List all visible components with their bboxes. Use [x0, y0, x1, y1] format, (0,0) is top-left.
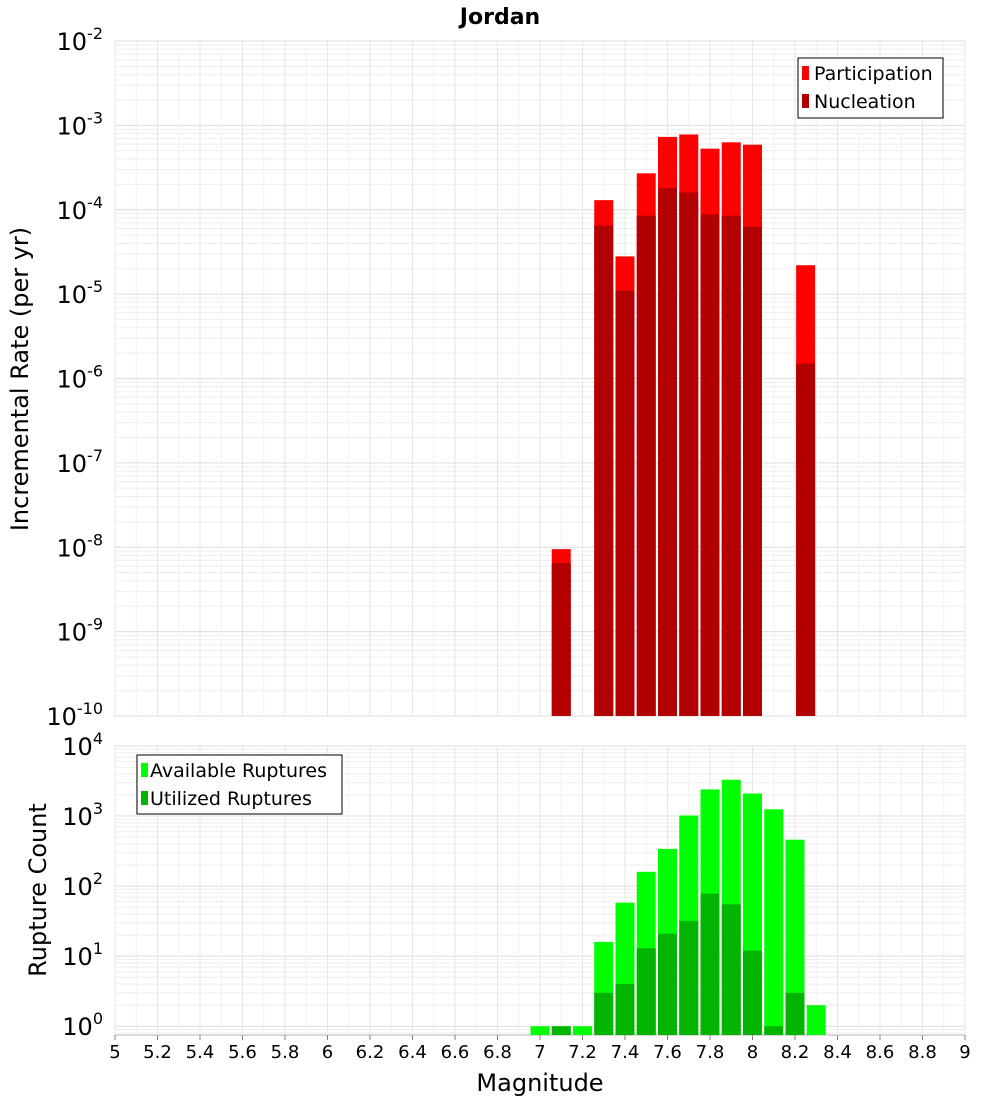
x-tick-label: 6	[322, 1042, 333, 1063]
top-bar-nucleation	[615, 290, 635, 716]
x-tick-label: 7.6	[653, 1042, 682, 1063]
bottom-y-ticks: 100 101 102 103 104	[62, 729, 103, 1041]
x-tick-label: 8.8	[908, 1042, 937, 1063]
x-tick-label: 8.6	[866, 1042, 895, 1063]
top-y-ticks: 10-10 10-9 10-8 10-7 10-6 10-5 10-4 10-3 10-2	[46, 24, 103, 731]
top-bar-nucleation	[700, 214, 720, 717]
top-bar-nucleation	[594, 225, 614, 716]
bottom-bar-available-ruptures	[530, 1026, 550, 1035]
available-legend-swatch	[141, 763, 148, 777]
bottom-y-axis-label: Rupture Count	[24, 803, 52, 977]
top-legend-box	[797, 57, 944, 119]
x-tick-label: 5.4	[186, 1042, 215, 1063]
bottom-bar-utilized-ruptures	[764, 1026, 784, 1035]
bottom-bar-utilized-ruptures	[658, 933, 677, 1035]
top-legend: Participation Nucleation	[797, 57, 944, 119]
x-tick-label: 5.2	[143, 1042, 172, 1063]
x-tick-label: 6.2	[356, 1042, 385, 1063]
bottom-y-tick-label: 103	[62, 799, 103, 831]
nucleation-legend-swatch	[802, 94, 809, 108]
bottom-bar-available-ruptures	[764, 809, 784, 1035]
bottom-legend: Available Ruptures Utilized Ruptures	[136, 754, 343, 815]
bottom-bar-available-ruptures	[806, 1005, 826, 1035]
bottom-y-tick-label: 104	[62, 729, 103, 761]
top-y-tick-label: 10-5	[57, 277, 104, 309]
bottom-y-tick-label: 102	[62, 869, 103, 901]
bottom-bar-utilized-ruptures	[721, 904, 741, 1035]
chart-title: Jordan	[458, 5, 540, 30]
x-tick-label: 5	[109, 1042, 120, 1063]
top-grid	[114, 40, 966, 717]
participation-legend-label: Participation	[814, 63, 933, 85]
x-tick-label: 7	[534, 1042, 545, 1063]
top-bar-nucleation	[551, 563, 571, 716]
top-bar-nucleation	[636, 215, 656, 717]
top-y-tick-label: 10-8	[57, 530, 104, 562]
top-bar-nucleation	[658, 188, 677, 717]
bottom-y-tick-label: 101	[62, 939, 103, 971]
x-tick-label: 5.6	[228, 1042, 257, 1063]
x-tick-label: 8	[747, 1042, 758, 1063]
x-tick-label: 8.2	[781, 1042, 810, 1063]
top-y-tick-label: 10-6	[57, 362, 104, 394]
bottom-bar-utilized-ruptures	[679, 920, 699, 1035]
bottom-bar-utilized-ruptures	[615, 984, 635, 1035]
x-tick-label: 7.2	[568, 1042, 597, 1063]
available-legend-label: Available Ruptures	[150, 760, 327, 782]
bottom-bar-utilized-ruptures	[785, 992, 805, 1035]
nucleation-legend-label: Nucleation	[814, 91, 916, 113]
top-y-tick-label: 10-3	[57, 108, 104, 140]
top-bar-nucleation	[743, 226, 762, 716]
bottom-bar-available-ruptures	[573, 1026, 592, 1035]
bottom-bar-utilized-ruptures	[700, 893, 720, 1035]
utilized-legend-label: Utilized Ruptures	[150, 788, 312, 810]
utilized-legend-swatch	[141, 791, 148, 805]
x-tick-label: 9	[959, 1042, 970, 1063]
top-y-tick-label: 10-9	[57, 615, 104, 647]
top-y-tick-label: 10-10	[46, 699, 103, 731]
top-bar-nucleation	[679, 192, 699, 717]
x-ticks: 5 5.2 5.4 5.6 5.8 6 6.2 6.4 6.6 6.8 7 7.2 7.4 7.6 7.8 8…	[109, 1035, 971, 1063]
bottom-legend-box	[136, 754, 343, 815]
bottom-y-tick-label: 100	[62, 1009, 103, 1041]
x-tick-label: 5.8	[271, 1042, 300, 1063]
top-y-tick-label: 10-4	[57, 193, 104, 225]
bottom-bars	[530, 779, 826, 1035]
x-tick-label: 7.4	[611, 1042, 640, 1063]
top-bar-nucleation	[796, 363, 816, 716]
x-tick-label: 6.6	[441, 1042, 470, 1063]
x-tick-label: 6.4	[398, 1042, 427, 1063]
participation-legend-swatch	[802, 66, 809, 80]
top-bars	[551, 134, 816, 717]
x-axis-label: Magnitude	[476, 1069, 603, 1097]
bottom-bar-utilized-ruptures	[594, 992, 614, 1035]
bottom-bar-utilized-ruptures	[636, 948, 656, 1035]
x-tick-label: 8.4	[823, 1042, 852, 1063]
top-y-tick-label: 10-2	[57, 24, 104, 56]
bottom-bar-utilized-ruptures	[551, 1026, 571, 1035]
bottom-bar-available-ruptures	[785, 839, 805, 1035]
bottom-bar-utilized-ruptures	[743, 950, 762, 1035]
top-y-axis-label: Incremental Rate (per yr)	[6, 227, 34, 531]
top-y-tick-label: 10-7	[57, 446, 104, 478]
top-bar-nucleation	[721, 215, 741, 717]
x-tick-label: 7.8	[696, 1042, 725, 1063]
x-tick-label: 6.8	[483, 1042, 512, 1063]
